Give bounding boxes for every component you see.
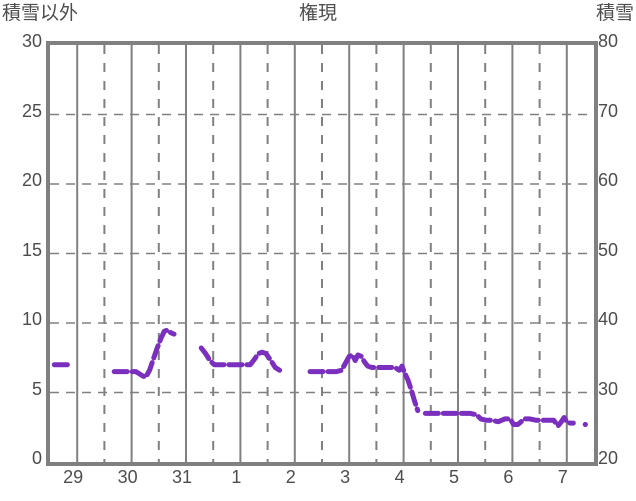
x-tick-label: 1: [231, 467, 242, 487]
x-tick-label: 6: [503, 467, 514, 487]
right-axis-ticks: 20 30 40 50 60 70 80: [598, 0, 636, 501]
x-tick-label: 7: [557, 467, 568, 487]
left-tick-label: 5: [31, 378, 42, 399]
right-tick-label: 50: [598, 239, 619, 260]
data-series-line: [51, 327, 588, 429]
left-tick-label: 0: [31, 448, 42, 468]
right-axis-title: 積雪: [595, 3, 634, 24]
left-axis-title: 積雪以外: [2, 3, 79, 24]
data-point: [582, 421, 588, 428]
grid-lines: [50, 45, 594, 462]
x-tick-label: 2: [285, 467, 296, 487]
x-tick-label: 5: [448, 467, 459, 487]
x-tick-label: 30: [117, 467, 138, 487]
x-tick-label: 29: [63, 467, 84, 487]
page-title: 権現: [298, 3, 337, 24]
x-axis-ticks: 29 30 31 1 2 3 4 5 6 7: [0, 468, 636, 498]
x-tick-label: 4: [394, 467, 405, 487]
left-tick-label: 15: [21, 239, 42, 260]
plot-area: [46, 41, 598, 466]
right-tick-label: 20: [598, 448, 619, 468]
left-tick-label: 25: [21, 100, 42, 121]
left-tick-label: 10: [21, 309, 42, 329]
series-segment: [422, 410, 576, 429]
x-tick-label: 3: [340, 467, 351, 487]
right-tick-label: 30: [598, 378, 619, 399]
left-tick-label: 30: [21, 31, 42, 51]
right-tick-label: 70: [598, 100, 619, 121]
left-tick-label: 20: [21, 170, 42, 190]
series-segment: [111, 327, 177, 380]
series-segment: [307, 352, 421, 414]
right-tick-label: 40: [598, 309, 619, 329]
left-axis-ticks: 0 5 10 15 20 25 30: [0, 0, 42, 501]
x-tick-label: 31: [171, 467, 193, 487]
right-tick-label: 80: [598, 31, 619, 51]
series-segment: [198, 345, 283, 373]
right-tick-label: 60: [598, 170, 619, 190]
